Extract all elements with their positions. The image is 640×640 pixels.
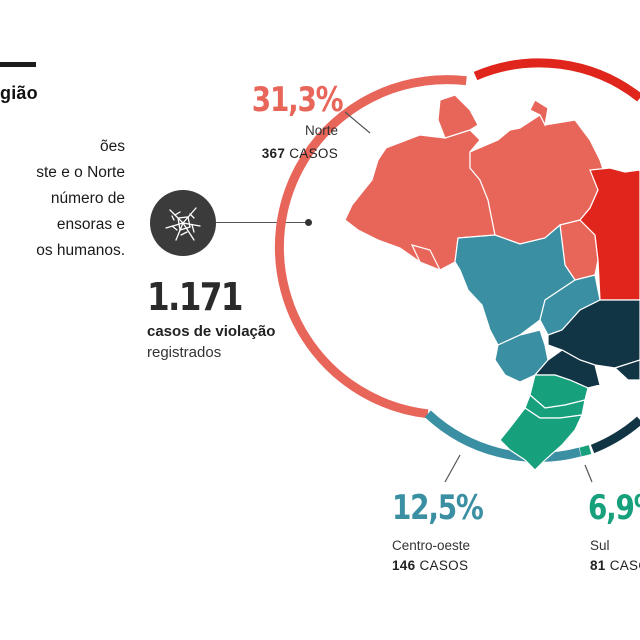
ring-arc-sul [579, 445, 592, 457]
ring-arc-centro-oeste [424, 410, 582, 462]
total-cases-label: casos de violação [147, 323, 276, 340]
sul-region-name: Sul [590, 538, 610, 553]
section-top-rule [0, 62, 36, 67]
sul-cases: 81 CASOS [590, 558, 640, 573]
map-region-sudeste [533, 299, 640, 389]
centro-oeste-leader-line [444, 454, 461, 483]
intro-line: ensoras e [56, 216, 125, 233]
norte-cases: 367 CASOS [238, 146, 338, 161]
centro-oeste-percent: 12,5% [392, 488, 484, 528]
norte-region-name: Norte [304, 123, 338, 138]
norte-cases-count: 367 [261, 146, 286, 161]
badge-connector-line [216, 222, 308, 223]
centro-oeste-cases: 146 CASOS [392, 558, 468, 573]
intro-text: ões ste e o Norte número de ensoras e os… [0, 134, 125, 264]
ring-arc-sudeste [590, 416, 640, 454]
centro-oeste-cases-count: 146 [392, 558, 416, 573]
map-region-centro-oeste [454, 223, 601, 383]
intro-line: ões [100, 138, 125, 155]
total-cases-count: 1.171 [147, 275, 243, 319]
intro-line: os humanos. [36, 242, 125, 259]
map-region-nordeste [579, 167, 640, 301]
sul-cases-count: 81 [590, 558, 606, 573]
sul-cases-unit: CASOS [609, 558, 640, 573]
map-region-norte [344, 94, 606, 281]
sul-leader-line [584, 464, 593, 483]
intro-line: número de [50, 190, 125, 207]
centro-oeste-cases-unit: CASOS [419, 558, 469, 573]
section-title: gião [0, 83, 38, 103]
total-cases-sublabel: registrados [147, 344, 222, 361]
badge-connector-dot [305, 219, 312, 226]
map-region-sul [499, 374, 589, 471]
centro-oeste-region-name: Centro-oeste [392, 538, 471, 553]
norte-percent: 31,3% [251, 80, 344, 120]
sul-percent: 6,9% [588, 488, 640, 528]
norte-cases-unit: CASOS [289, 146, 338, 161]
norte-leader-line [344, 111, 371, 134]
intro-line: ste e o Norte [36, 164, 125, 181]
shattered-glass-icon [150, 190, 216, 256]
ring-arc-nordeste [473, 58, 640, 102]
ring-arc-norte [274, 75, 467, 419]
